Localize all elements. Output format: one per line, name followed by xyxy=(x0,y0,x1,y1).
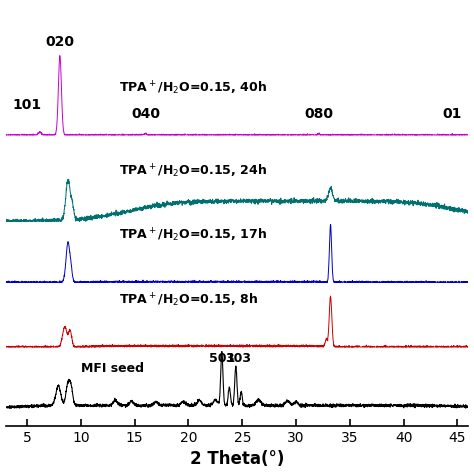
Text: TPA$^+$/H$_2$O=0.15, 40h: TPA$^+$/H$_2$O=0.15, 40h xyxy=(118,80,266,97)
Text: 101: 101 xyxy=(12,98,42,112)
Text: 501: 501 xyxy=(209,352,235,365)
X-axis label: 2 Theta(°): 2 Theta(°) xyxy=(190,450,284,468)
Text: TPA$^+$/H$_2$O=0.15, 8h: TPA$^+$/H$_2$O=0.15, 8h xyxy=(118,292,258,309)
Text: MFI seed: MFI seed xyxy=(81,362,144,375)
Text: 080: 080 xyxy=(304,107,333,120)
Text: TPA$^+$/H$_2$O=0.15, 17h: TPA$^+$/H$_2$O=0.15, 17h xyxy=(118,227,266,244)
Text: TPA$^+$/H$_2$O=0.15, 24h: TPA$^+$/H$_2$O=0.15, 24h xyxy=(118,162,266,180)
Text: 020: 020 xyxy=(46,35,74,49)
Text: 01: 01 xyxy=(442,107,462,120)
Text: 303: 303 xyxy=(225,352,251,365)
Text: 040: 040 xyxy=(131,107,160,120)
